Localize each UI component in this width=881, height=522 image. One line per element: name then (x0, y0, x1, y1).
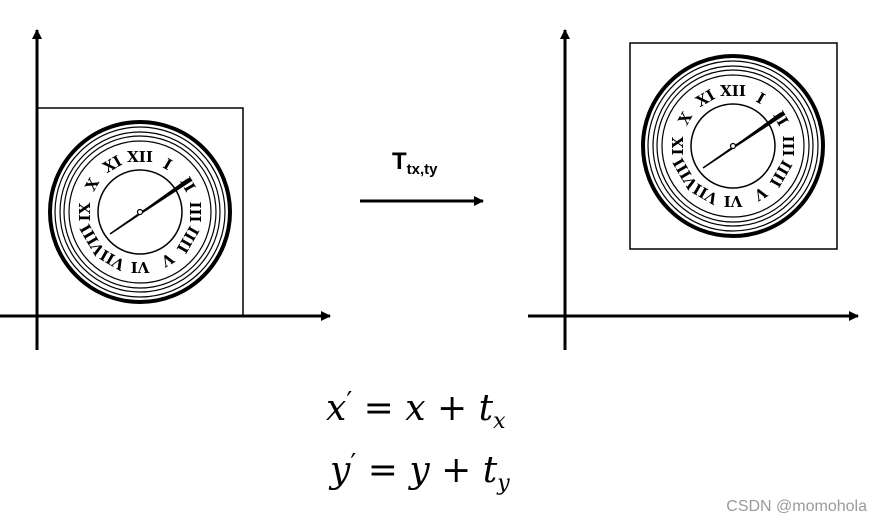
transform-symbol: T (392, 148, 407, 175)
eq1-t-sub: x (493, 409, 506, 434)
watermark: CSDN @momohola (726, 498, 867, 515)
transform-label: Ttx,ty (392, 148, 438, 178)
equation-x: x′ = x + tx (326, 387, 506, 434)
eq1-lhs: x (326, 388, 347, 429)
clock-numeral: III (779, 135, 797, 156)
clock-ring (661, 74, 805, 218)
clock-numeral: VI (131, 258, 151, 276)
clock-ring (647, 60, 819, 232)
right-axes (528, 29, 859, 350)
clock-numeral: IX (669, 136, 687, 155)
clock-ring (652, 65, 814, 227)
clock-numeral: III (186, 201, 204, 222)
left-clock-frame (36, 107, 244, 317)
right-clock-frame (629, 42, 838, 250)
clock-pivot (729, 142, 737, 150)
clock-ring (63, 135, 217, 289)
clock-hand (109, 179, 193, 235)
clock-numeral: VI (724, 192, 744, 210)
clock-hand-tip (138, 178, 188, 214)
transform-subscript: tx,ty (406, 161, 438, 178)
eq2-t-sub: y (497, 471, 510, 496)
clock-hand-tip (731, 112, 781, 148)
eq1-rhs-var: x (405, 388, 426, 429)
eq2-t: t (482, 450, 498, 491)
clock-ring (54, 126, 226, 298)
eq1-t: t (478, 388, 494, 429)
eq2-lhs: y (330, 450, 351, 491)
clock-ring (656, 69, 810, 223)
clock-pivot (136, 208, 144, 216)
clock-numeral: IX (76, 202, 94, 221)
clock-ring (59, 131, 221, 293)
clock-numeral: XII (127, 148, 153, 166)
eq2-rhs-var: y (409, 450, 430, 491)
clock-ring (68, 140, 212, 284)
equation-y: y′ = y + ty (330, 449, 510, 496)
clock-numeral: XII (720, 82, 746, 100)
clock-hand (702, 113, 786, 169)
